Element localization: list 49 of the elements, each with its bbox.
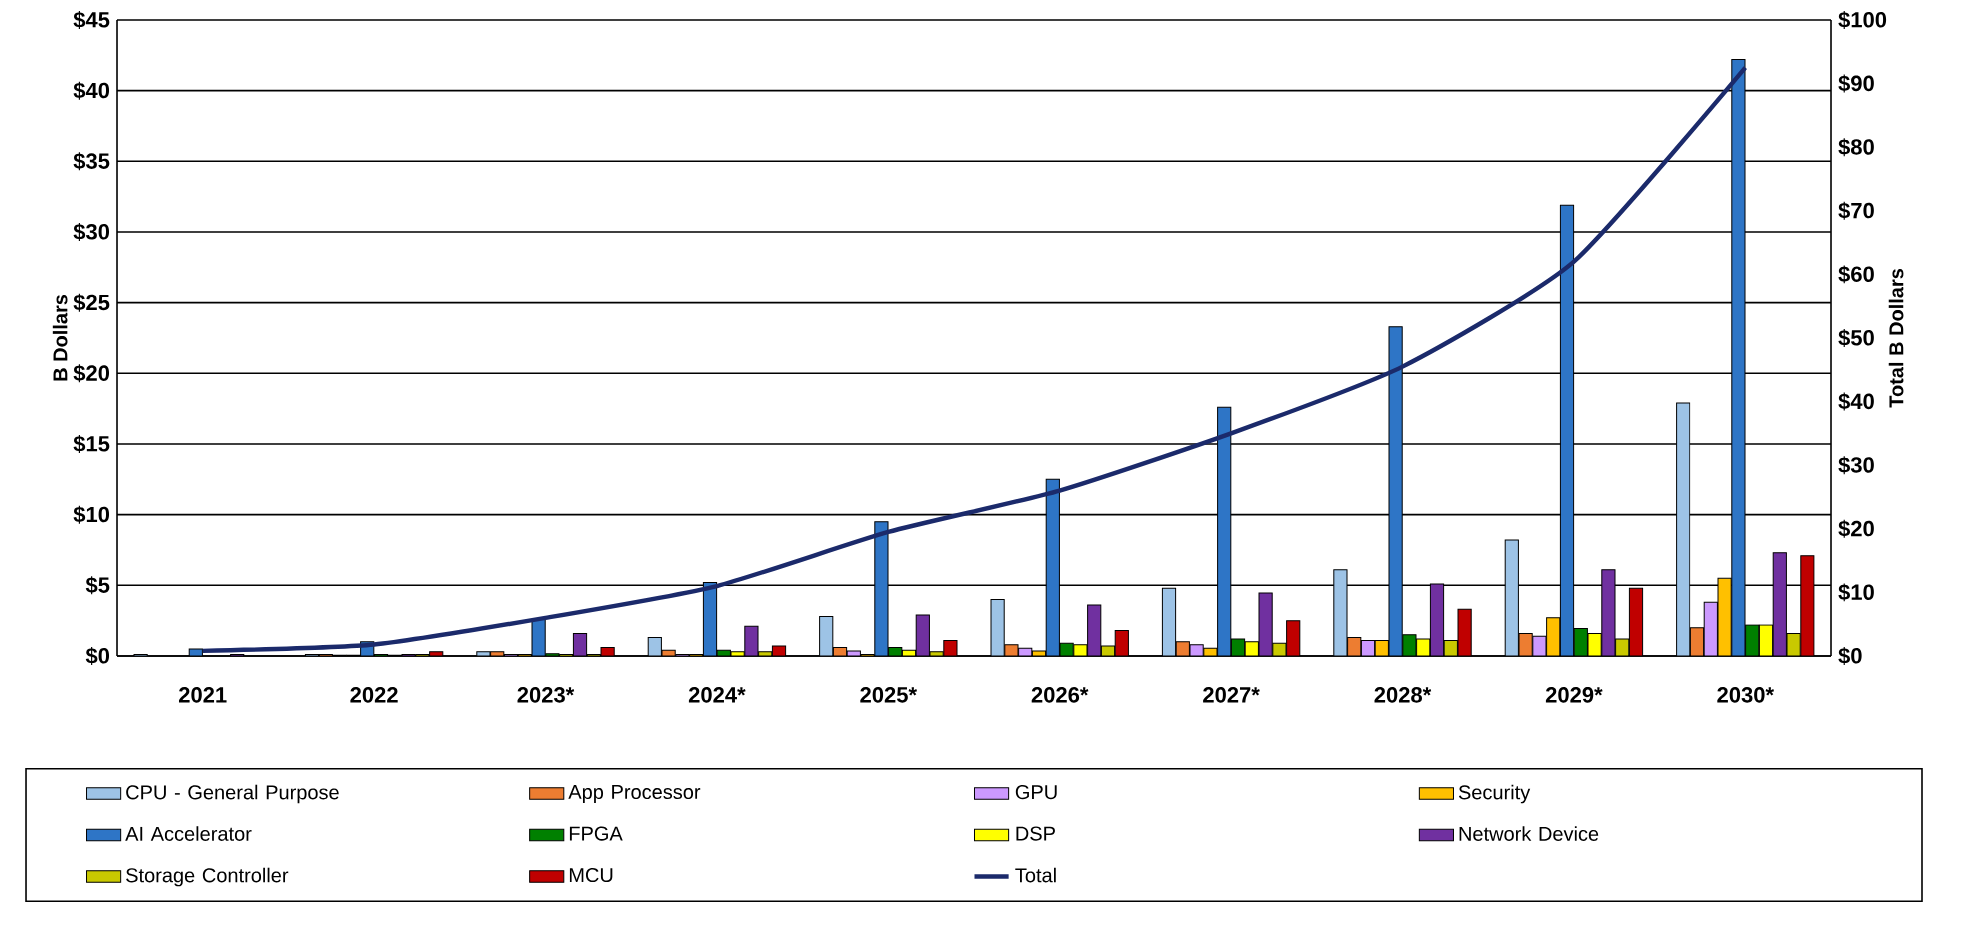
legend-label: GPU <box>1015 784 1057 800</box>
legend-label: AI Accelerator <box>125 826 252 841</box>
x-tick-label: 2023* <box>517 687 575 703</box>
y2-tick-label: $10 <box>1838 583 1874 602</box>
y-tick-label: $10 <box>73 505 110 524</box>
bar <box>1601 569 1616 656</box>
legend-label: DSP <box>1016 826 1055 841</box>
x-tick-label: 2026* <box>1031 687 1089 703</box>
bar <box>1800 555 1815 656</box>
legend-label: App Processor <box>568 785 701 803</box>
y2-tick-label: $90 <box>1838 74 1874 93</box>
x-tick-label: 2024* <box>688 687 746 703</box>
x-tick-label: 2021 <box>178 687 227 703</box>
legend-label: FPGA <box>569 826 623 841</box>
legend-label: MCU <box>569 867 613 883</box>
y2-tick-label: $50 <box>1838 329 1874 347</box>
y2-tick-label: $70 <box>1838 201 1874 220</box>
y-tick-label: $0 <box>85 647 110 665</box>
y-tick-label: $45 <box>73 11 110 29</box>
x-tick-label: 2029* <box>1545 687 1603 703</box>
y-tick-label: $25 <box>73 293 110 312</box>
bar <box>1772 552 1787 656</box>
y2-tick-label: $0 <box>1838 647 1862 665</box>
bar <box>1731 59 1746 656</box>
x-tick-label: 2025* <box>860 687 918 703</box>
y-axis-title: B Dollars <box>52 294 68 381</box>
y2-tick-label: $40 <box>1838 392 1874 411</box>
x-tick-label: 2030* <box>1717 687 1775 703</box>
legend-label: Storage Controller <box>126 867 289 887</box>
legend-label: CPU - General Purpose <box>126 784 339 804</box>
legend-label: Security <box>1458 784 1531 804</box>
y2-tick-label: $100 <box>1838 11 1887 29</box>
y2-tick-label: $20 <box>1838 519 1874 538</box>
y-tick-label: $5 <box>85 576 110 595</box>
x-tick-label: 2022 <box>350 687 398 703</box>
x-tick-label: 2027* <box>1203 687 1260 703</box>
x-tick-label: 2028* <box>1374 687 1432 703</box>
y-tick-label: $40 <box>73 81 110 100</box>
y-tick-label: $20 <box>73 364 110 383</box>
y-tick-label: $35 <box>73 152 110 171</box>
y2-axis-title: Total B Dollars <box>1888 268 1904 408</box>
y-tick-label: $30 <box>73 223 110 241</box>
legend-label: Network Device <box>1459 826 1599 841</box>
y2-tick-label: $80 <box>1838 138 1874 157</box>
legend-label: Total <box>1015 867 1056 883</box>
y2-tick-label: $30 <box>1838 456 1874 475</box>
line-series <box>200 65 1748 654</box>
y-tick-label: $15 <box>73 435 110 453</box>
y2-tick-label: $60 <box>1838 265 1874 284</box>
